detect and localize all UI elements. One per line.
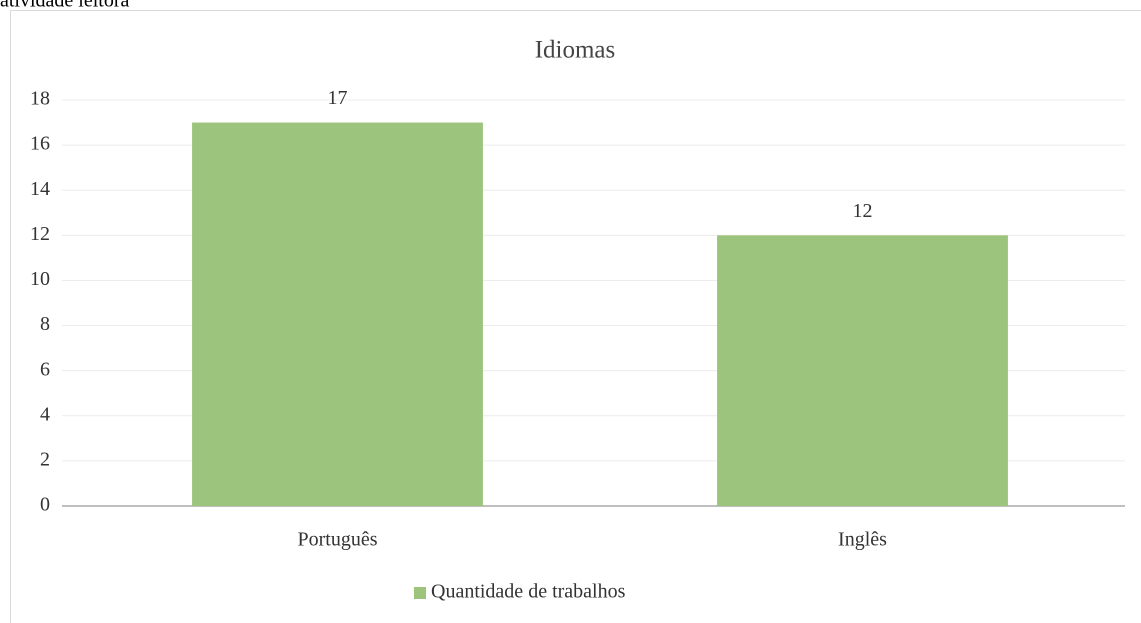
y-tick-label: 18: [30, 88, 50, 110]
data-label: 12: [853, 200, 873, 222]
legend-label: Quantidade de trabalhos: [431, 581, 626, 603]
page-caption: atividade leitora: [0, 0, 130, 12]
y-tick-label: 0: [40, 494, 50, 516]
y-tick-label: 6: [40, 358, 50, 380]
x-tick-label: Português: [298, 529, 378, 551]
x-tick-label: Inglês: [838, 529, 887, 551]
chart-title: Idiomas: [535, 37, 616, 64]
bar: [192, 122, 483, 507]
y-tick-label: 12: [30, 223, 50, 245]
y-tick-label: 10: [30, 268, 50, 290]
y-tick-label: 8: [40, 313, 50, 335]
y-tick-label: 14: [30, 178, 50, 200]
data-label: 17: [328, 87, 348, 109]
bar: [717, 235, 1008, 507]
y-tick-label: 2: [40, 448, 50, 470]
y-tick-label: 4: [40, 403, 50, 425]
y-tick-label: 16: [30, 133, 50, 155]
legend-swatch: [414, 587, 426, 599]
